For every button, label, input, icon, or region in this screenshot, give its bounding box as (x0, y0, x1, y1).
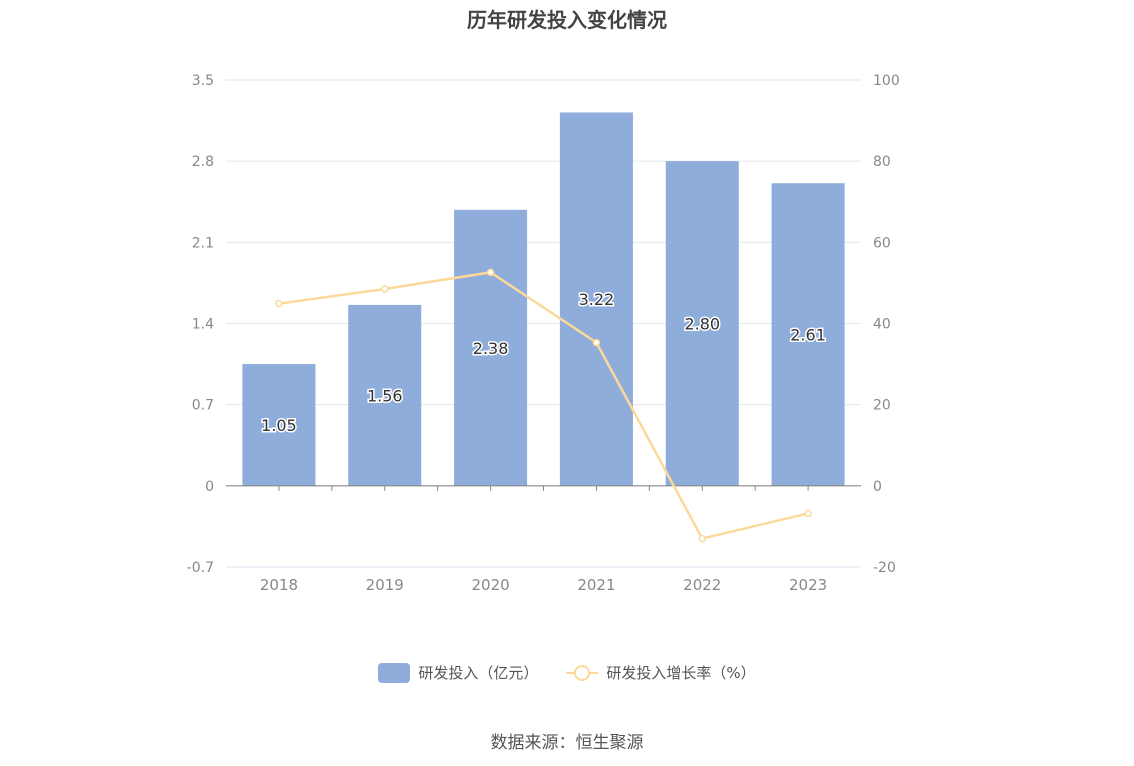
bar-value-label: 2.38 (473, 339, 509, 358)
y-left-tick-label: -0.7 (187, 560, 214, 576)
y-right-tick-label: 60 (873, 235, 891, 251)
y-left-tick-label: 2.8 (192, 154, 214, 170)
bar-value-label: 1.05 (261, 416, 297, 435)
growth-rate-point (592, 338, 601, 347)
growth-rate-point (486, 268, 495, 277)
y-right-tick-label: 100 (873, 73, 900, 89)
legend: 研发投入（亿元） 研发投入增长率（%） (0, 662, 1134, 683)
x-tick-label: 2023 (789, 576, 827, 594)
y-left-tick-label: 0.7 (192, 398, 214, 414)
axes: 3.5 2.8 2.1 1.4 0.7 0 -0.7 100 80 60 40 20 0 -20 2018 2… (187, 73, 900, 594)
growth-rate-point (381, 285, 389, 293)
bar-series (242, 112, 845, 486)
y-left-tick-label: 2.1 (192, 235, 214, 251)
data-source: 数据来源：恒生聚源 (490, 733, 644, 753)
bar-value-label: 1.56 (367, 386, 403, 405)
bar (559, 112, 633, 486)
bar (771, 183, 845, 486)
bar-value-label: 2.80 (684, 315, 720, 334)
grid-lines (226, 79, 861, 568)
x-tick-label: 2018 (260, 576, 298, 594)
growth-rate-point (275, 299, 283, 308)
growth-rate-point (698, 534, 706, 543)
bar (665, 161, 739, 486)
bar (242, 364, 316, 486)
legend-bar-swatch (378, 662, 411, 683)
y-right-tick-label: 0 (873, 479, 882, 495)
y-right-tick-label: 80 (873, 154, 891, 170)
growth-rate-point (804, 509, 812, 518)
bar-value-label: 3.22 (579, 290, 615, 309)
data-labels: 1.05 1.56 2.38 3.22 2.80 2.61 (260, 289, 828, 437)
chart-title: 历年研发投入变化情况 (467, 8, 667, 32)
x-tick-label: 2020 (471, 576, 509, 594)
y-left-tick-label: 1.4 (192, 317, 214, 333)
legend-label-rd-investment: 研发投入（亿元） (418, 664, 539, 682)
x-tick-label: 2021 (577, 576, 615, 594)
y-left-tick-label: 3.5 (192, 73, 214, 89)
x-tick-label: 2022 (683, 576, 721, 594)
bar (348, 304, 422, 486)
legend-item-rd-investment[interactable]: 研发投入（亿元） (378, 662, 538, 683)
y-right-tick-label: 20 (873, 398, 891, 414)
y-right-tick-label: -20 (873, 560, 896, 576)
legend-item-growth-rate[interactable]: 研发投入增长率（%） (566, 662, 756, 683)
legend-label-growth-rate: 研发投入增长率（%） (606, 664, 756, 682)
line-series (275, 268, 812, 543)
bar (454, 209, 528, 486)
legend-line-swatch (566, 664, 599, 681)
y-left-tick-label: 0 (205, 479, 214, 495)
y-right-tick-label: 40 (873, 317, 891, 333)
x-tick-label: 2019 (366, 576, 404, 594)
growth-rate-line (278, 271, 809, 541)
bar-value-label: 2.61 (790, 326, 826, 345)
